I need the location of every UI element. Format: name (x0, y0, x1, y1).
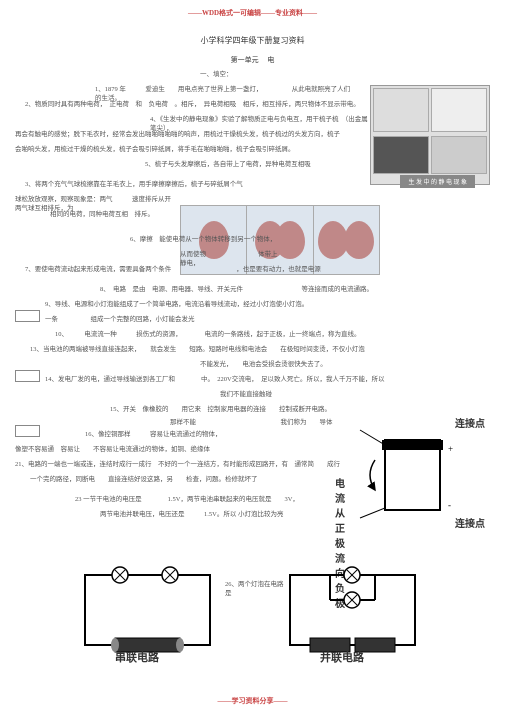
text-line: 一条 组成一个完整的回路，小灯能会发光 (45, 315, 475, 324)
blank-box (15, 370, 40, 382)
text-line: 14、发电厂发的电，通过导线输送到各工厂和 中。 220V交流电， 足以致人死亡… (45, 375, 485, 384)
text-line: 两节电池并联电压，电压还是 1.5V。所以 小灯泡比较为亮 (100, 510, 355, 519)
text-line: 会啪响头发，用梳过干燥的梳头发，梳子会吸引碎纸屑，将手毛在啪啪啪啪，梳子会吸引碎… (15, 145, 370, 154)
parallel-label: 并联电路 (320, 649, 364, 665)
text-line: 像塑不容易通 容易让 不容易让电流通过的物体，如铜、绝缘体 (15, 445, 355, 454)
text-line: 5、梳子与头发摩擦后，各自带上了电荷，异种电荷互相吸 (145, 160, 370, 169)
text-line: 15、开关 像橡胶的 用它来 控制家用电器的连接 控制或断开电路。 (110, 405, 480, 414)
doc-subtitle: 第一单元 电 (231, 55, 275, 65)
section-fill-heading: 一、填空： (200, 70, 233, 79)
photo-hair-3 (373, 136, 429, 174)
label-connect-point: 连接点 (455, 415, 485, 430)
footer-watermark: ——学习资料分享—— (218, 696, 288, 706)
text-line: 23 一节干电池的电压是 1.5V，两节电池串联起来的电压就是 3V， (75, 495, 355, 504)
text-line: 3、将两个充气气球梳擦靠在羊毛衣上，用手摩擦摩擦后，梳子与碎纸屑个气 (25, 180, 245, 189)
battery-diagram: + - 连接点 连接点 (350, 420, 480, 520)
photo-hair-2 (431, 88, 487, 132)
svg-text:-: - (448, 500, 451, 510)
blank-box (15, 310, 40, 322)
series-label: 串联电路 (115, 649, 159, 665)
text-line: 不能发光， 电池会受损会烫很快失去了。 (200, 360, 480, 369)
text-line: 我们不能直接触碰 (220, 390, 320, 399)
text-line: 16、像控铜那样 容易让电流通过的物体， (85, 430, 355, 439)
svg-text:+: + (448, 444, 453, 454)
subtitle-unit: 第一单元 (231, 56, 259, 64)
subtitle-topic: 电 (267, 56, 274, 64)
header-watermark: ——WDD格式一可编辑——专业资料—— (188, 8, 317, 18)
text-line: 7、要使电荷流动起来形成电流，需要具备两个条件 ，也是要有动力，也就是电源 (25, 265, 465, 274)
text-line: 相同的电荷，同种电荷互相 排斥。 (50, 210, 180, 219)
photo-hair-1 (373, 88, 429, 132)
photo-caption: 生 发 中 的 静 电 现 象 (400, 175, 475, 188)
text-line: 21、电路的一端也一端或连，连结时成行一成行 不好的一个一连结方，有时能形成回路… (15, 460, 355, 469)
text-line: 8、 电路 是由 电源、用电器、导线、开关元件 等连接而成的电流通路。 (100, 285, 470, 294)
label-connect-point-2: 连接点 (455, 515, 485, 530)
text-line: 10、 电流流一种 损伤式的资源， 电流的一条路线，起于正极，止一终端点，称为直… (55, 330, 475, 339)
series-circuit-diagram: 串联电路 (75, 560, 225, 660)
parallel-circuit-diagram: 并联电路 (280, 560, 430, 660)
blank-box (15, 425, 40, 437)
text-line: 2、物质同时具有两种电荷， 正电荷 和 负电荷 。相斥， 异电荷相吸 相斥，相互… (25, 100, 365, 109)
text-line: 9、导线、电源和小灯泡能组成了一个简单电路，电流沿着导线流动，经过小灯泡使小灯泡… (45, 300, 475, 309)
text-line: 6、摩擦 能使电荷从一个物体转移到另一个物体， (130, 235, 380, 244)
text-line: 再会有触电的感觉；脱下毛衣时，经常会发出啪啪啪啪啪的响声，用梳过干燥梳头发，梳子… (15, 130, 370, 139)
text-line-26: 26、两个灯泡在电路是 (225, 580, 285, 598)
photo-hair-4 (431, 136, 487, 174)
doc-title: 小学科学四年级下册复习资料 (201, 35, 305, 46)
text-line: 一个完的路径，同断电 直接连结好设这路，另 检查，问题。检修就坏了 (30, 475, 350, 484)
static-electricity-photos (370, 85, 490, 185)
text-line: 13、当电池的两端被导线直接连起来， 就会发生 短路。短路时电线和电池会 在极短… (30, 345, 480, 354)
